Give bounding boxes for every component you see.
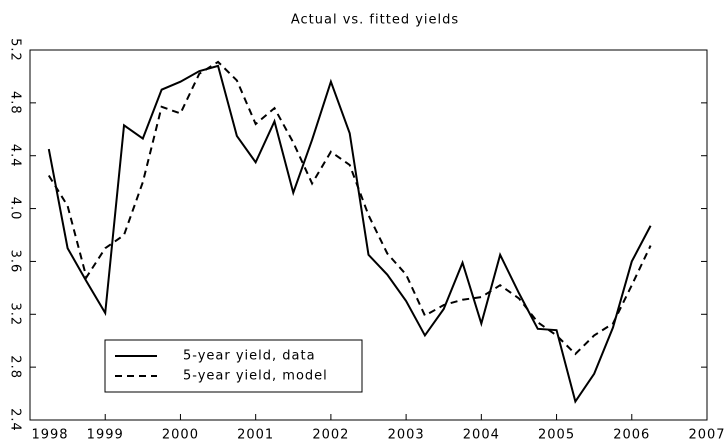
y-tick-label: 2.4 <box>8 408 23 432</box>
y-tick-label: 4.4 <box>8 144 23 168</box>
legend-box <box>104 339 363 393</box>
y-tick-label: 4.0 <box>8 197 23 221</box>
chart-title: Actual vs. fitted yields <box>291 13 459 28</box>
x-tick-label: 1998 <box>31 428 68 443</box>
x-tick-label: 2001 <box>237 428 274 443</box>
x-tick-label: 2005 <box>538 428 575 443</box>
x-tick-label: 2002 <box>312 428 349 443</box>
x-tick-label: 2000 <box>162 428 199 443</box>
data-line <box>47 64 652 404</box>
legend-label: 5-year yield, model <box>183 369 328 384</box>
y-tick-label: 3.2 <box>8 302 23 326</box>
y-tick-label: 5.2 <box>8 38 23 62</box>
x-tick-label: 2007 <box>688 428 725 443</box>
legend-label: 5-year yield, data <box>183 349 316 364</box>
y-tick-label: 2.8 <box>8 355 23 379</box>
x-tick-label: 2004 <box>463 428 500 443</box>
x-tick-label: 2003 <box>388 428 425 443</box>
data-line <box>47 60 652 356</box>
y-tick-label: 4.8 <box>8 91 23 115</box>
y-tick-label: 3.6 <box>8 250 23 274</box>
x-tick-label: 2006 <box>613 428 650 443</box>
plot-frame <box>29 49 708 421</box>
x-tick-label: 1999 <box>87 428 124 443</box>
